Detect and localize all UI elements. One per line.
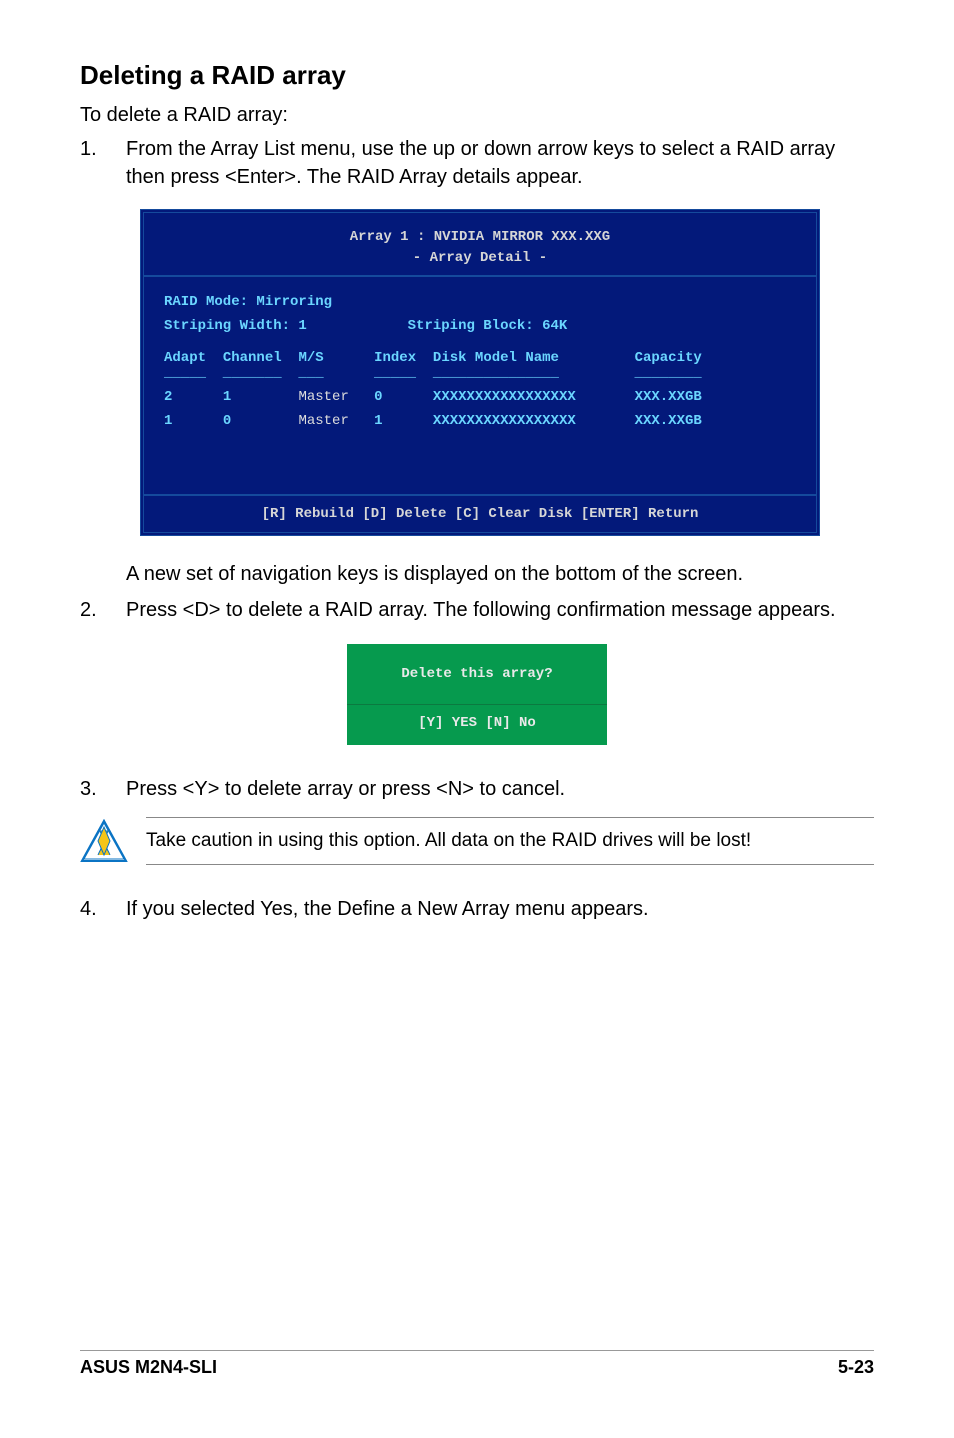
step-number (80, 560, 126, 588)
step-text: A new set of navigation keys is displaye… (126, 560, 874, 588)
caution-text: Take caution in using this option. All d… (146, 824, 874, 858)
step-number: 2. (80, 596, 126, 624)
striping-width: Striping Width: 1 (164, 318, 307, 334)
footer-product: ASUS M2N4-SLI (80, 1357, 217, 1378)
step-text: Press <Y> to delete array or press <N> t… (126, 775, 874, 803)
terminal-container: Array 1 : NVIDIA MIRROR XXX.XXG - Array … (140, 209, 874, 536)
terminal-body: RAID Mode: Mirroring Striping Width: 1 S… (144, 277, 816, 494)
page-footer: ASUS M2N4-SLI 5-23 (80, 1350, 874, 1378)
step-1: 1. From the Array List menu, use the up … (80, 135, 874, 191)
caution-block: Take caution in using this option. All d… (80, 811, 874, 871)
terminal-title-1: Array 1 : NVIDIA MIRROR XXX.XXG (144, 227, 816, 248)
step-number: 1. (80, 135, 126, 191)
footer-page-number: 5-23 (838, 1357, 874, 1378)
step-2: 2. Press <D> to delete a RAID array. The… (80, 596, 874, 624)
terminal-footer: [R] Rebuild [D] Delete [C] Clear Disk [E… (144, 494, 816, 532)
step-text: From the Array List menu, use the up or … (126, 135, 874, 191)
intro-text: To delete a RAID array: (80, 101, 874, 129)
terminal-title-2: - Array Detail - (144, 248, 816, 269)
table-row: 2 1 Master 0 XXXXXXXXXXXXXXXXX XXX.XXGB (164, 386, 796, 410)
table-row: 1 0 Master 1 XXXXXXXXXXXXXXXXX XXX.XXGB (164, 410, 796, 434)
post-terminal-note: A new set of navigation keys is displaye… (80, 560, 874, 588)
confirm-options: [Y] YES [N] No (347, 704, 607, 745)
step-number: 3. (80, 775, 126, 803)
divider (146, 864, 874, 865)
step-4: 4. If you selected Yes, the Define a New… (80, 895, 874, 923)
raid-mode: RAID Mode: Mirroring (164, 294, 332, 310)
confirm-question: Delete this array? (347, 644, 607, 704)
step-text: If you selected Yes, the Define a New Ar… (126, 895, 874, 923)
terminal-header: Array 1 : NVIDIA MIRROR XXX.XXG - Array … (144, 213, 816, 277)
warning-icon (80, 817, 128, 865)
section-title: Deleting a RAID array (80, 60, 874, 91)
step-number: 4. (80, 895, 126, 923)
table-header-underline: _____ _______ ___ _____ _______________ … (164, 362, 796, 386)
raid-detail-terminal: Array 1 : NVIDIA MIRROR XXX.XXG - Array … (140, 209, 820, 536)
step-text: Press <D> to delete a RAID array. The fo… (126, 596, 874, 624)
confirm-dialog: Delete this array? [Y] YES [N] No (347, 644, 607, 745)
striping-block: Striping Block: 64K (408, 318, 568, 334)
divider (146, 817, 874, 818)
step-3: 3. Press <Y> to delete array or press <N… (80, 775, 874, 803)
